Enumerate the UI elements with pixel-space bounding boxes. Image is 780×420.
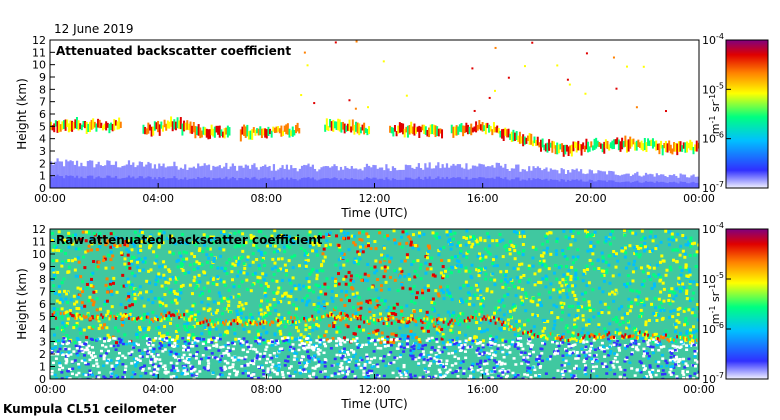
colorbar-tick-label: 10-5	[702, 271, 724, 286]
y-tick-label: 5	[39, 311, 46, 324]
x-tick-label: 04:00	[142, 383, 174, 396]
x-tick-label: 00:00	[34, 192, 66, 205]
panel-title: Raw attenuated backscatter coefficient	[56, 233, 323, 247]
y-tick-label: 9	[39, 71, 46, 84]
site-label: Kumpula CL51 ceilometer	[3, 402, 176, 416]
x-tick-label: 20:00	[575, 383, 607, 396]
y-tick-label: 8	[39, 83, 46, 96]
y-tick-label: 11	[32, 46, 46, 59]
colorbar-tick-label: 10-7	[702, 371, 724, 386]
y-tick-label: 11	[32, 236, 46, 249]
y-tick-label: 3	[39, 336, 46, 349]
y-tick-label: 9	[39, 261, 46, 274]
y-tick-label: 12	[32, 34, 46, 47]
y-tick-label: 7	[39, 286, 46, 299]
y-tick-label: 10	[32, 248, 46, 261]
y-tick-label: 1	[39, 170, 46, 183]
y-tick-label: 6	[39, 298, 46, 311]
x-tick-label: 08:00	[250, 192, 282, 205]
figure-date: 12 June 2019	[54, 22, 134, 36]
y-tick-label: 5	[39, 120, 46, 133]
y-axis-label: Height (km)	[15, 268, 29, 339]
colorbar-tick-label: 10-6	[702, 131, 724, 146]
x-tick-label: 00:00	[683, 383, 715, 396]
heatmap-area	[50, 40, 699, 188]
heatmap-area	[50, 229, 699, 379]
colorbar-tick-label: 10-5	[702, 81, 724, 96]
y-tick-label: 0	[39, 373, 46, 386]
y-tick-label: 6	[39, 108, 46, 121]
x-tick-label: 12:00	[359, 383, 391, 396]
x-tick-label: 00:00	[683, 192, 715, 205]
colorbar-unit-label: m-1 sr-1	[708, 94, 722, 134]
y-tick-label: 7	[39, 96, 46, 109]
y-tick-label: 8	[39, 273, 46, 286]
colorbar-tick-label: 10-4	[702, 32, 724, 47]
y-axis-label: Height (km)	[15, 78, 29, 149]
x-axis-label: Time (UTC)	[340, 206, 407, 220]
colorbar-unit-label: m-1 sr-1	[708, 284, 722, 324]
colorbar-tick-label: 10-7	[702, 180, 724, 195]
x-tick-label: 16:00	[467, 383, 499, 396]
x-tick-label: 08:00	[250, 383, 282, 396]
x-axis-label: Time (UTC)	[340, 397, 407, 411]
colorbar-tick-label: 10-4	[702, 221, 724, 236]
panel-attenuated: Attenuated backscatter coefficient012345…	[15, 32, 769, 220]
y-tick-label: 2	[39, 348, 46, 361]
colorbar-tick-label: 10-6	[702, 321, 724, 336]
y-tick-label: 2	[39, 157, 46, 170]
y-tick-label: 4	[39, 323, 46, 336]
x-tick-label: 16:00	[467, 192, 499, 205]
x-tick-label: 20:00	[575, 192, 607, 205]
x-tick-label: 12:00	[359, 192, 391, 205]
colorbar	[725, 228, 769, 380]
panel-title: Attenuated backscatter coefficient	[56, 44, 291, 58]
y-tick-label: 3	[39, 145, 46, 158]
panel-raw: Raw attenuated backscatter coefficient01…	[15, 221, 769, 411]
y-tick-label: 12	[32, 223, 46, 236]
y-tick-label: 0	[39, 182, 46, 195]
y-tick-label: 4	[39, 133, 46, 146]
y-tick-label: 1	[39, 361, 46, 374]
colorbar	[725, 39, 769, 189]
x-tick-label: 04:00	[142, 192, 174, 205]
x-tick-label: 00:00	[34, 383, 66, 396]
y-tick-label: 10	[32, 59, 46, 72]
